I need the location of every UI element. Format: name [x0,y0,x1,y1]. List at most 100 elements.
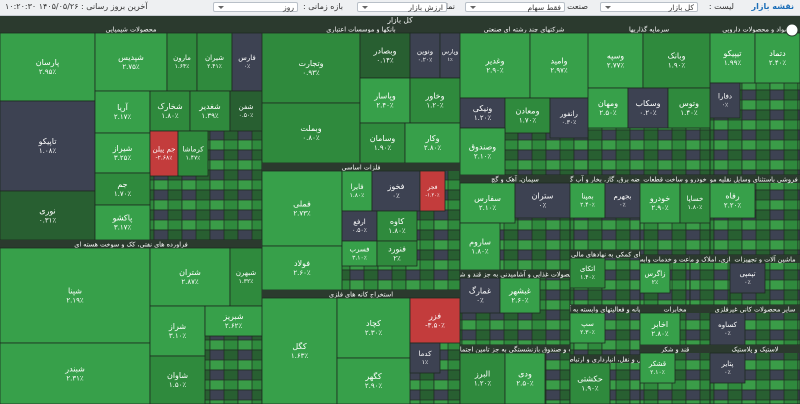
stock-change: ۳.۱۰٪ [352,255,367,262]
stock-symbol: نوری [39,207,55,216]
stock-symbol: وتوس [679,99,699,108]
stock-change: ۲.۸۷٪ [181,278,199,286]
stock-tile [149,355,206,404]
stock-tile [409,297,460,344]
stock-symbol: فخوز [387,182,405,191]
stock-change: ۰.۱۴٪ [376,57,394,65]
stock-change: ۳.۲۵٪ [114,154,132,162]
sector-title: لاستیک و پلاستیک [731,346,778,354]
stock-symbol: غمارگ [469,286,491,296]
stock-symbol: وپارس [442,49,459,56]
stock-tile [570,182,606,219]
sector-header [0,25,262,33]
stock-change: ۲.۹۰٪ [651,204,669,212]
stock-change: ۱.۸۰٪ [350,192,365,199]
stock-symbol: وبانک [668,52,686,61]
stock-change: ۲.۷۷٪ [607,62,625,70]
stock-symbol: فزر [428,312,441,321]
stock-tile [376,210,418,242]
stock-change: ۰٪ [722,102,728,109]
stock-tile [229,90,262,132]
stock-tile [177,130,209,177]
stock-symbol: ومهان [598,99,618,108]
stock-tile [460,277,501,314]
stock-tile [262,297,338,404]
stock-tile [499,277,541,314]
stock-change: ۰.۵۰٪ [239,112,254,119]
sector-title: انبوه سازی، املاک و مستغلات [670,256,751,264]
stock-change: ۲.۱۰٪ [650,369,665,376]
stock-tile [667,87,710,129]
stock-change: ۰.۸۰٪ [302,134,320,142]
list-select[interactable]: کل بازار [600,2,698,12]
stock-symbol: بمپنا [581,193,593,201]
sector-title: بانکها و موسسات اعتباری [326,26,396,34]
stock-tile [94,90,151,134]
stock-tile [0,247,151,344]
sector-header [262,290,460,298]
stock-tile [262,102,361,163]
stock-tile [642,32,710,89]
stock-change: ۰٪ [619,202,625,209]
stock-change: ۱.۸۰٪ [471,248,489,256]
stock-change: ۱.۴۰٪ [580,274,595,281]
stock-change: ۲.۵۰٪ [599,109,617,117]
list-label: لیست : [708,2,734,11]
stock-change: ۰.۳۱٪ [39,217,57,225]
stock-change: ۲.۷۵٪ [122,63,140,71]
stock-symbol: حکشتی [577,375,603,384]
stock-change: ۲.۳۱٪ [66,375,84,383]
stock-symbol: پاکشو [112,214,133,223]
stock-change: ۲.۹۵٪ [39,68,57,76]
stock-tile [149,90,191,132]
stock-tile [94,204,151,240]
period-select[interactable]: روز [213,2,298,12]
toggle-icon[interactable] [785,23,799,37]
stock-change: ۱.۸۰٪ [688,204,703,211]
industry-select[interactable]: فقط سهام [465,2,565,12]
stock-change: ۰.۹۳٪ [302,69,320,77]
industry-label: صنعت : [561,2,588,11]
sector-title: سیمان، آهک و گچ [491,175,539,184]
stock-change: ۲.۶۲٪ [225,322,243,330]
stock-change: ۰٪ [744,279,750,286]
stock-symbol: فنورد [388,245,406,254]
stock-tile [336,357,411,404]
sector-title: عرضه برق، گاز، بخار و آب گرم [563,175,648,184]
stock-change: ۲.۱۰٪ [474,153,492,161]
toolbar: نقشه بازار لیست : کل بازار صنعت : فقط سه… [0,0,800,16]
stock-change: ۱.۹۰٪ [668,62,686,70]
stock-tile [94,132,151,174]
stock-change: ۱.۳۹٪ [201,112,219,120]
stock-symbol: کگل [292,341,306,351]
stock-tile [710,32,756,84]
page-title: نقشه بازار [751,2,795,11]
sector: بیمه و صندوق بازنشستگی به جز تامین اجتما… [460,345,570,404]
stock-change: ۱.۲۰٪ [426,102,444,110]
stock-tile [460,182,516,224]
period-label: بازه زمانی : [303,2,343,11]
display-select[interactable]: ارزش بازار [357,2,447,12]
stock-tile [604,182,640,219]
stock-symbol: دتماد [769,49,786,58]
stock-symbol: تیپیکو [722,49,741,58]
stock-change: ۰٪ [392,192,400,200]
stock-symbol: فولاد [294,259,310,268]
stock-symbol: وبصادر [373,47,397,56]
stock-symbol: سپ [581,320,594,328]
stock-tile [0,342,151,404]
stock-change: ۲.۱۹٪ [66,297,84,305]
stock-symbol: ونیکی [473,104,493,113]
sector-header [730,255,800,263]
stock-tile [460,127,506,175]
stock-change: ۳.۱۷٪ [114,224,132,232]
stock-tile [570,362,611,404]
stock-change: ۱.۳۲٪ [239,278,254,285]
stock-change: ۲.۴۰٪ [376,102,394,110]
stock-change: ۰٪ [724,330,730,337]
stock-symbol: خودرو [649,194,670,203]
